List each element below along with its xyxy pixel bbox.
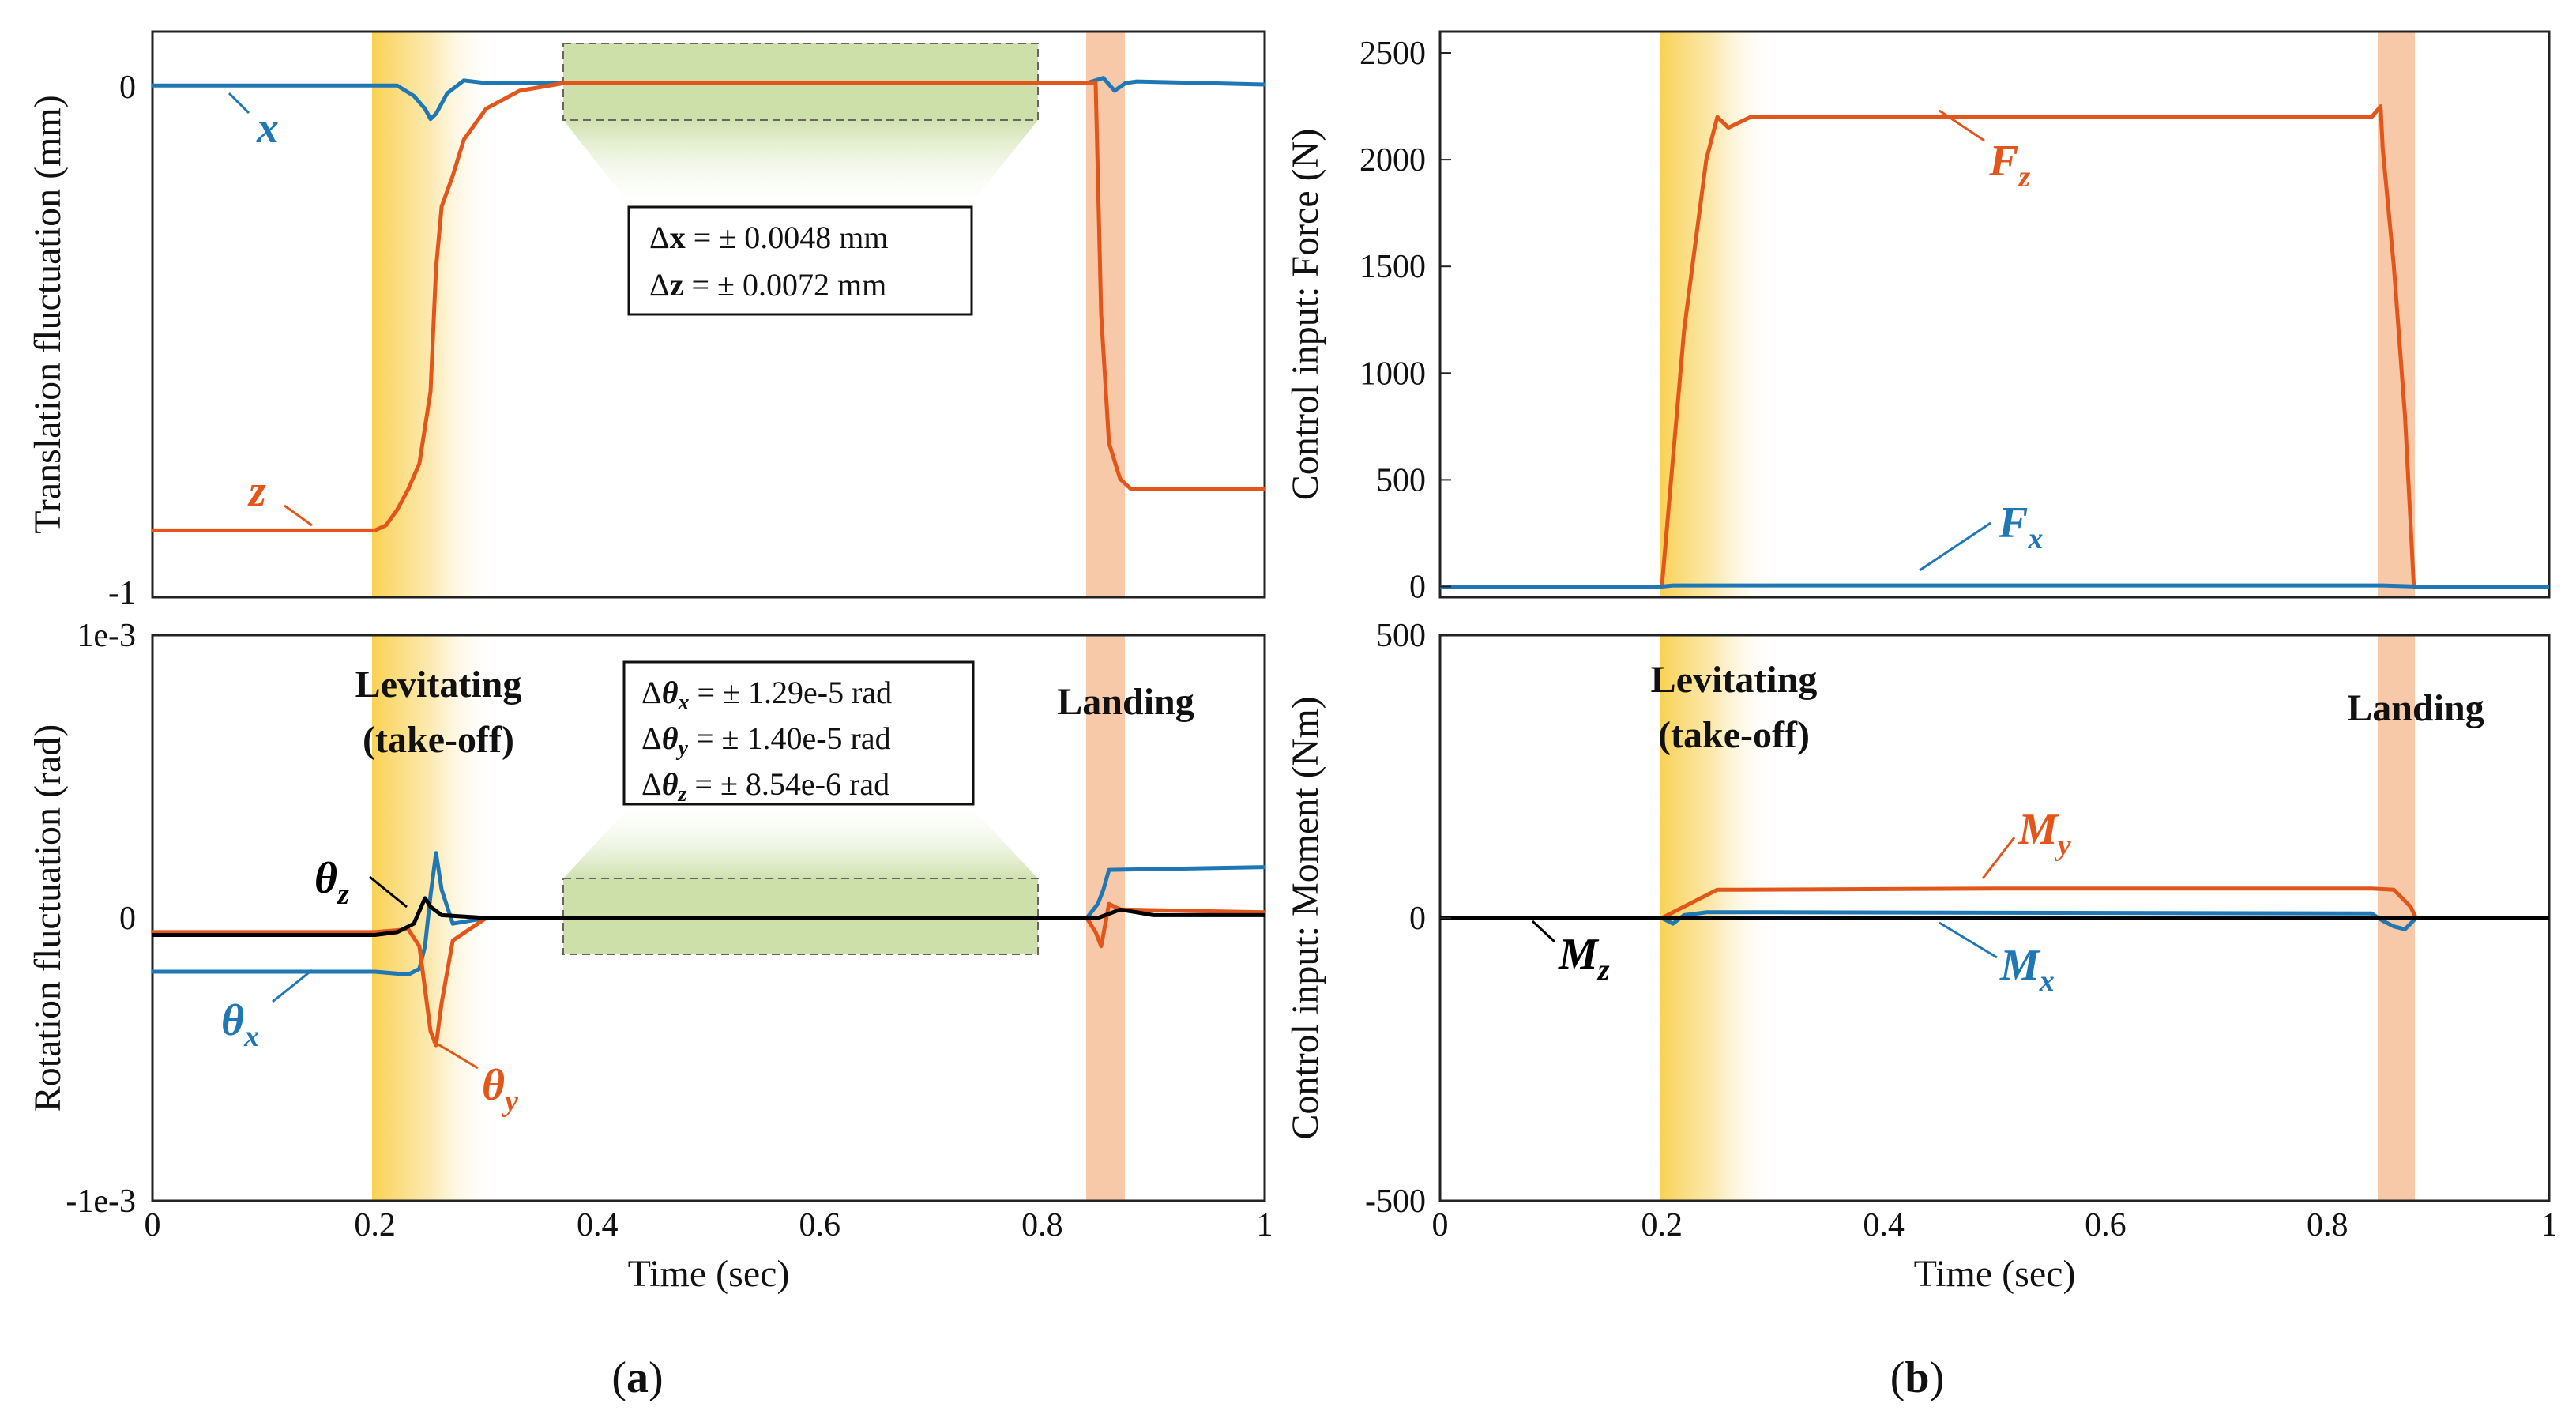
xtick-label: 0.6	[2085, 1207, 2127, 1243]
y-axis-label: Rotation fluctuation (rad)	[27, 724, 69, 1112]
y-axis-label: Control input: Moment (Nm)	[1284, 696, 1326, 1139]
series-leader-theta-z	[369, 875, 408, 908]
xtick-label: 0.2	[1641, 1207, 1683, 1243]
y-axis-label: Translation fluctuation (mm)	[27, 95, 69, 534]
phase-label-takeoff: (take-off)	[363, 719, 514, 761]
ytick-label: 0	[1409, 569, 1426, 605]
series-label-mz: Mz	[1558, 930, 1610, 987]
xtick-label: 0.2	[354, 1207, 396, 1243]
stats-line: Δθx = ± 1.29e-5 rad	[641, 675, 892, 715]
takeoff-band	[1660, 32, 1778, 597]
plot-area	[151, 634, 1266, 1202]
xtick-label: 1	[2541, 1207, 2558, 1243]
series-label-theta-x: θx	[221, 996, 259, 1053]
series-leader-mz	[1531, 920, 1556, 943]
series-line-θy-1	[152, 901, 1265, 1048]
panel-a-bottom: Δθx = ± 1.29e-5 rad Δθy = ± 1.40e-5 rad …	[27, 618, 1273, 1295]
xtick-label: 0.8	[2307, 1207, 2348, 1243]
stats-box: Δx = ± 0.0048 mm Δz = ± 0.0072 mm	[627, 205, 973, 316]
y-axis-label: Control input: Force (N)	[1284, 129, 1326, 501]
series-line-θz-2	[152, 896, 1265, 937]
series-line-θx-0	[152, 851, 1265, 977]
series-leader-my	[1981, 837, 2016, 879]
zoom-fan	[563, 804, 1038, 878]
ytick-label: 1e-3	[77, 618, 136, 654]
series-line-Fz-0	[1440, 104, 2549, 589]
series-leader-fz	[1939, 109, 1985, 142]
landing-band	[1086, 32, 1125, 597]
series-label-theta-z: θz	[314, 854, 349, 911]
stats-line: Δz = ± 0.0072 mm	[649, 267, 886, 303]
phase-label-landing: Landing	[2347, 687, 2484, 729]
stats-line: Δθy = ± 1.40e-5 rad	[641, 720, 891, 761]
series-line-Mx-1	[1440, 910, 2549, 931]
series-line-Fx-1	[1440, 583, 2549, 589]
series-label-mx: Mx	[1999, 941, 2055, 998]
xtick-label: 0	[1432, 1207, 1449, 1243]
ytick-label: 0	[119, 901, 136, 937]
x-axis-label: Time (sec)	[1914, 1253, 2076, 1295]
xtick-label: 0	[145, 1207, 161, 1243]
phase-label-levitating: Levitating	[355, 664, 522, 705]
series-leader-x	[228, 92, 250, 115]
ytick-label: 0	[119, 70, 136, 106]
series-line-x-0	[152, 76, 1265, 122]
series-label-my: My	[2018, 805, 2071, 862]
plot-area	[151, 30, 1266, 599]
series-leader-fx	[1919, 521, 1991, 572]
ytick-label: -1e-3	[66, 1183, 136, 1220]
series-leader-theta-y	[432, 1040, 479, 1070]
series-leader-theta-x	[272, 969, 313, 1003]
ytick-label: 1000	[1359, 356, 1426, 392]
series-leader-mx	[1939, 921, 1998, 959]
ytick-label: 0	[1409, 901, 1426, 937]
xtick-label: 0.4	[577, 1207, 619, 1243]
delta-symbol: Δ	[649, 267, 670, 303]
series-label-x: x	[256, 103, 279, 152]
series-label-z: z	[247, 467, 266, 516]
ytick-label: 1500	[1359, 249, 1426, 285]
panel-a-top: 0 -1 Translation fluctuation (mm) x z Δx…	[27, 30, 1266, 611]
xtick-label: 0.6	[799, 1207, 841, 1243]
zoom-fan	[563, 120, 1038, 207]
phase-label-landing: Landing	[1057, 681, 1194, 723]
xtick-label: 0.8	[1021, 1207, 1063, 1243]
ytick-label: 2000	[1359, 142, 1426, 179]
panel-label-b: (b)	[1890, 1353, 1944, 1402]
stat-value: = ± 0.0072 mm	[684, 267, 887, 303]
panel-label-a: (a)	[611, 1353, 663, 1402]
series-label-fz: Fz	[1988, 137, 2030, 194]
ytick-label: -1	[108, 575, 136, 611]
stat-var: z	[670, 267, 684, 303]
ytick-label: -500	[1365, 1183, 1426, 1220]
delta-symbol: Δ	[649, 220, 670, 255]
phase-label-levitating: Levitating	[1651, 659, 1818, 701]
series-line-My-0	[1440, 886, 2549, 920]
panel-b-top: 0 500 1000 1500 2000 2500 Control input: Forc…	[1284, 30, 2551, 605]
stat-var: x	[670, 220, 686, 255]
stats-box: Δθx = ± 1.29e-5 rad Δθy = ± 1.40e-5 rad …	[622, 660, 975, 807]
series-line-z-1	[152, 81, 1265, 532]
series-label-fx: Fx	[1998, 498, 2043, 555]
ytick-label: 500	[1376, 618, 1426, 654]
stats-line: Δx = ± 0.0048 mm	[649, 220, 888, 255]
stat-value: = ± 0.0048 mm	[686, 220, 889, 255]
xtick-label: 1	[1257, 1207, 1273, 1243]
xtick-label: 0.4	[1863, 1207, 1905, 1243]
x-axis-label: Time (sec)	[628, 1253, 790, 1295]
series-label-theta-y: θy	[482, 1061, 518, 1118]
phase-label-takeoff: (take-off)	[1658, 714, 1810, 756]
stats-line: Δθz = ± 8.54e-6 rad	[641, 766, 889, 807]
ytick-label: 2500	[1359, 36, 1426, 72]
plot-area	[1438, 30, 2551, 599]
series-leader-z	[284, 504, 313, 527]
ytick-label: 500	[1376, 462, 1426, 498]
